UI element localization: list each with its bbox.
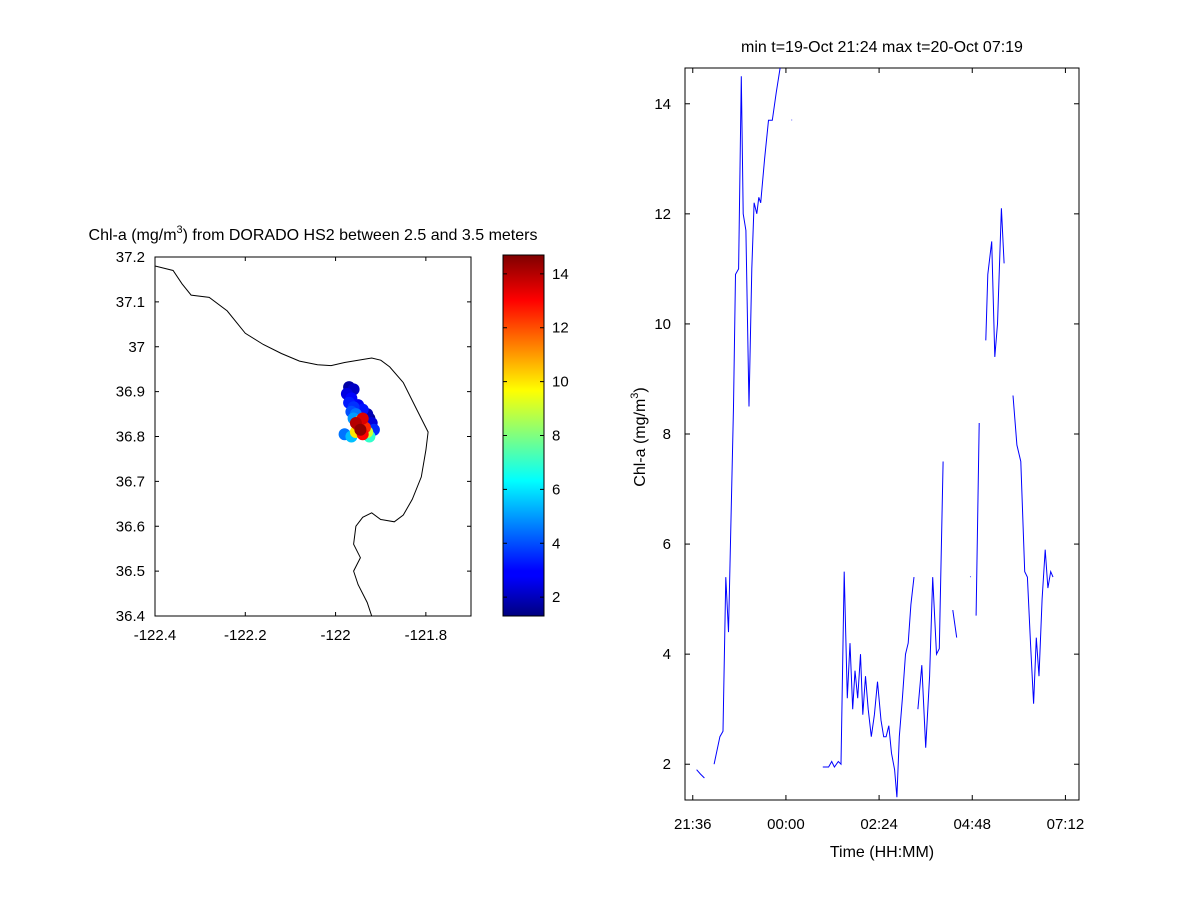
map-y-tick-label: 36.8 (116, 429, 145, 446)
line-y-tick-label: 10 (654, 316, 671, 333)
map-y-tick-label: 36.9 (116, 384, 145, 401)
map-title: Chl-a (mg/m3) from DORADO HS2 between 2.… (89, 224, 538, 244)
chla-line-segment (822, 571, 915, 798)
line-axes-box (684, 67, 1080, 801)
chla-line-segment (1012, 395, 1054, 704)
map-points (338, 381, 380, 443)
chla-line-segment (975, 422, 980, 616)
map-y-tick-label: 36.4 (116, 608, 145, 625)
map-x-tick-label: -122 (321, 627, 351, 644)
line-x-label: Time (HH:MM) (830, 844, 934, 861)
colorbar: 2 4 6 8 10 12 14 (502, 254, 569, 617)
map-point (354, 423, 367, 436)
colorbar-ticks: 2 4 6 8 10 12 14 (503, 266, 569, 606)
line-y-tick-label: 8 (663, 426, 671, 443)
colorbar-tick-label: 8 (552, 428, 560, 445)
line-title: min t=19-Oct 21:24 max t=20-Oct 07:19 (741, 39, 1023, 56)
map-y-tick-label: 37 (128, 339, 145, 356)
line-y-tick-label: 4 (663, 646, 671, 663)
chla-line-segment (952, 610, 958, 638)
map-y-ticks: 36.4 36.5 36.6 36.7 36.8 36.9 37 37.1 37.2 (116, 249, 471, 625)
line-panel: min t=19-Oct 21:24 max t=20-Oct 07:19 21… (629, 39, 1084, 861)
map-panel: Chl-a (mg/m3) from DORADO HS2 between 2.… (89, 224, 538, 644)
colorbar-gradient (502, 254, 545, 617)
chla-line-segment (713, 68, 781, 765)
colorbar-tick-label: 6 (552, 481, 560, 498)
map-y-tick-label: 37.1 (116, 294, 145, 311)
line-x-tick-label: 04:48 (953, 816, 991, 833)
line-x-tick-label: 21:36 (674, 816, 712, 833)
map-y-tick-label: 36.5 (116, 563, 145, 580)
line-x-tick-label: 02:24 (860, 816, 898, 833)
chla-line-segment (696, 769, 705, 779)
line-x-tick-label: 07:12 (1047, 816, 1085, 833)
line-y-tick-label: 2 (663, 756, 671, 773)
line-y-label: Chl-a (mg/m3) (629, 387, 649, 486)
line-x-tick-label: 00:00 (767, 816, 805, 833)
chla-series (696, 68, 1054, 798)
map-y-tick-label: 37.2 (116, 249, 145, 266)
map-x-ticks: -122.4 -122.2 -122 -121.8 (134, 257, 447, 644)
map-x-tick-label: -122.4 (134, 627, 177, 644)
line-y-ticks: 2 4 6 8 10 12 14 (654, 96, 1079, 773)
line-y-tick-label: 14 (654, 96, 671, 113)
line-y-tick-label: 12 (654, 206, 671, 223)
line-y-tick-label: 6 (663, 536, 671, 553)
colorbar-tick-label: 4 (552, 535, 560, 552)
map-x-tick-label: -121.8 (405, 627, 448, 644)
colorbar-tick-label: 2 (552, 589, 560, 606)
colorbar-tick-label: 14 (552, 266, 569, 283)
map-x-tick-label: -122.2 (224, 627, 267, 644)
line-x-ticks: 21:36 00:00 02:24 04:48 07:12 (674, 68, 1084, 833)
chla-line-segment (985, 208, 1005, 357)
colorbar-tick-label: 10 (552, 374, 569, 391)
map-y-tick-label: 36.6 (116, 518, 145, 535)
chla-line-segment (917, 461, 944, 748)
map-axes-box (154, 256, 472, 617)
colorbar-tick-label: 12 (552, 320, 569, 337)
map-y-tick-label: 36.7 (116, 473, 145, 490)
coastline (155, 265, 429, 616)
